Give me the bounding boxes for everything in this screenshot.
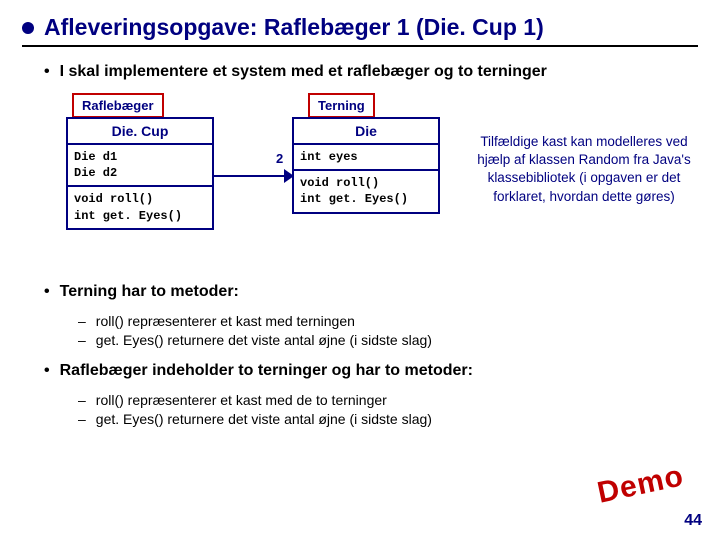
title-divider — [22, 45, 698, 47]
uml-diecup-op2: int get. Eyes() — [74, 208, 206, 224]
uml-cardinality: 2 — [276, 151, 283, 166]
uml-diecup-op1: void roll() — [74, 191, 206, 207]
demo-stamp: Demo — [594, 459, 687, 510]
uml-class-die: Die int eyes void roll() int get. Eyes() — [292, 117, 440, 214]
label-raflebaeger: Raflebæger — [72, 93, 164, 118]
uml-diecup-name: Die. Cup — [68, 119, 212, 145]
sub-bullet-eyes2-text: get. Eyes() returnere det viste antal øj… — [96, 411, 432, 427]
uml-diecup-ops: void roll() int get. Eyes() — [68, 187, 212, 227]
sub-bullet-roll1: – roll() repræsenterer et kast med terni… — [78, 313, 698, 329]
bullet-terning: • Terning har to metoder: — [44, 283, 698, 301]
uml-die-ops: void roll() int get. Eyes() — [294, 171, 438, 211]
uml-diecup-attr1: Die d1 — [74, 149, 206, 165]
title-bullet-icon — [22, 22, 34, 34]
side-note: Tilfældige kast kan modelleres ved hjælp… — [462, 133, 706, 206]
bullet-implement: • I skal implementere et system med et r… — [44, 63, 698, 81]
uml-diecup-attrs: Die d1 Die d2 — [68, 145, 212, 187]
uml-class-diecup: Die. Cup Die d1 Die d2 void roll() int g… — [66, 117, 214, 230]
page-number: 44 — [684, 512, 702, 530]
bullet-implement-text: I skal implementere et system med et raf… — [60, 63, 547, 81]
uml-diecup-attr2: Die d2 — [74, 165, 206, 181]
sub-bullet-eyes2: – get. Eyes() returnere det viste antal … — [78, 411, 698, 427]
uml-diagram: Raflebæger Terning Die. Cup Die d1 Die d… — [66, 93, 698, 273]
uml-die-op2: int get. Eyes() — [300, 191, 432, 207]
uml-die-attrs: int eyes — [294, 145, 438, 171]
uml-die-name: Die — [294, 119, 438, 145]
uml-die-attr1: int eyes — [300, 149, 432, 165]
uml-association-line — [214, 175, 292, 177]
bullet-raflebaeger: • Raflebæger indeholder to terninger og … — [44, 362, 698, 380]
sub-bullet-roll1-text: roll() repræsenterer et kast med terning… — [96, 313, 355, 329]
sub-bullet-eyes1-text: get. Eyes() returnere det viste antal øj… — [96, 332, 432, 348]
bullet-raflebaeger-text: Raflebæger indeholder to terninger og ha… — [60, 362, 473, 380]
label-terning: Terning — [308, 93, 375, 118]
page-title: Afleveringsopgave: Raflebæger 1 (Die. Cu… — [44, 14, 544, 41]
sub-bullet-roll2-text: roll() repræsenterer et kast med de to t… — [96, 392, 387, 408]
sub-bullet-eyes1: – get. Eyes() returnere det viste antal … — [78, 332, 698, 348]
bullet-terning-text: Terning har to metoder: — [60, 283, 239, 301]
sub-bullet-roll2: – roll() repræsenterer et kast med de to… — [78, 392, 698, 408]
uml-die-op1: void roll() — [300, 175, 432, 191]
